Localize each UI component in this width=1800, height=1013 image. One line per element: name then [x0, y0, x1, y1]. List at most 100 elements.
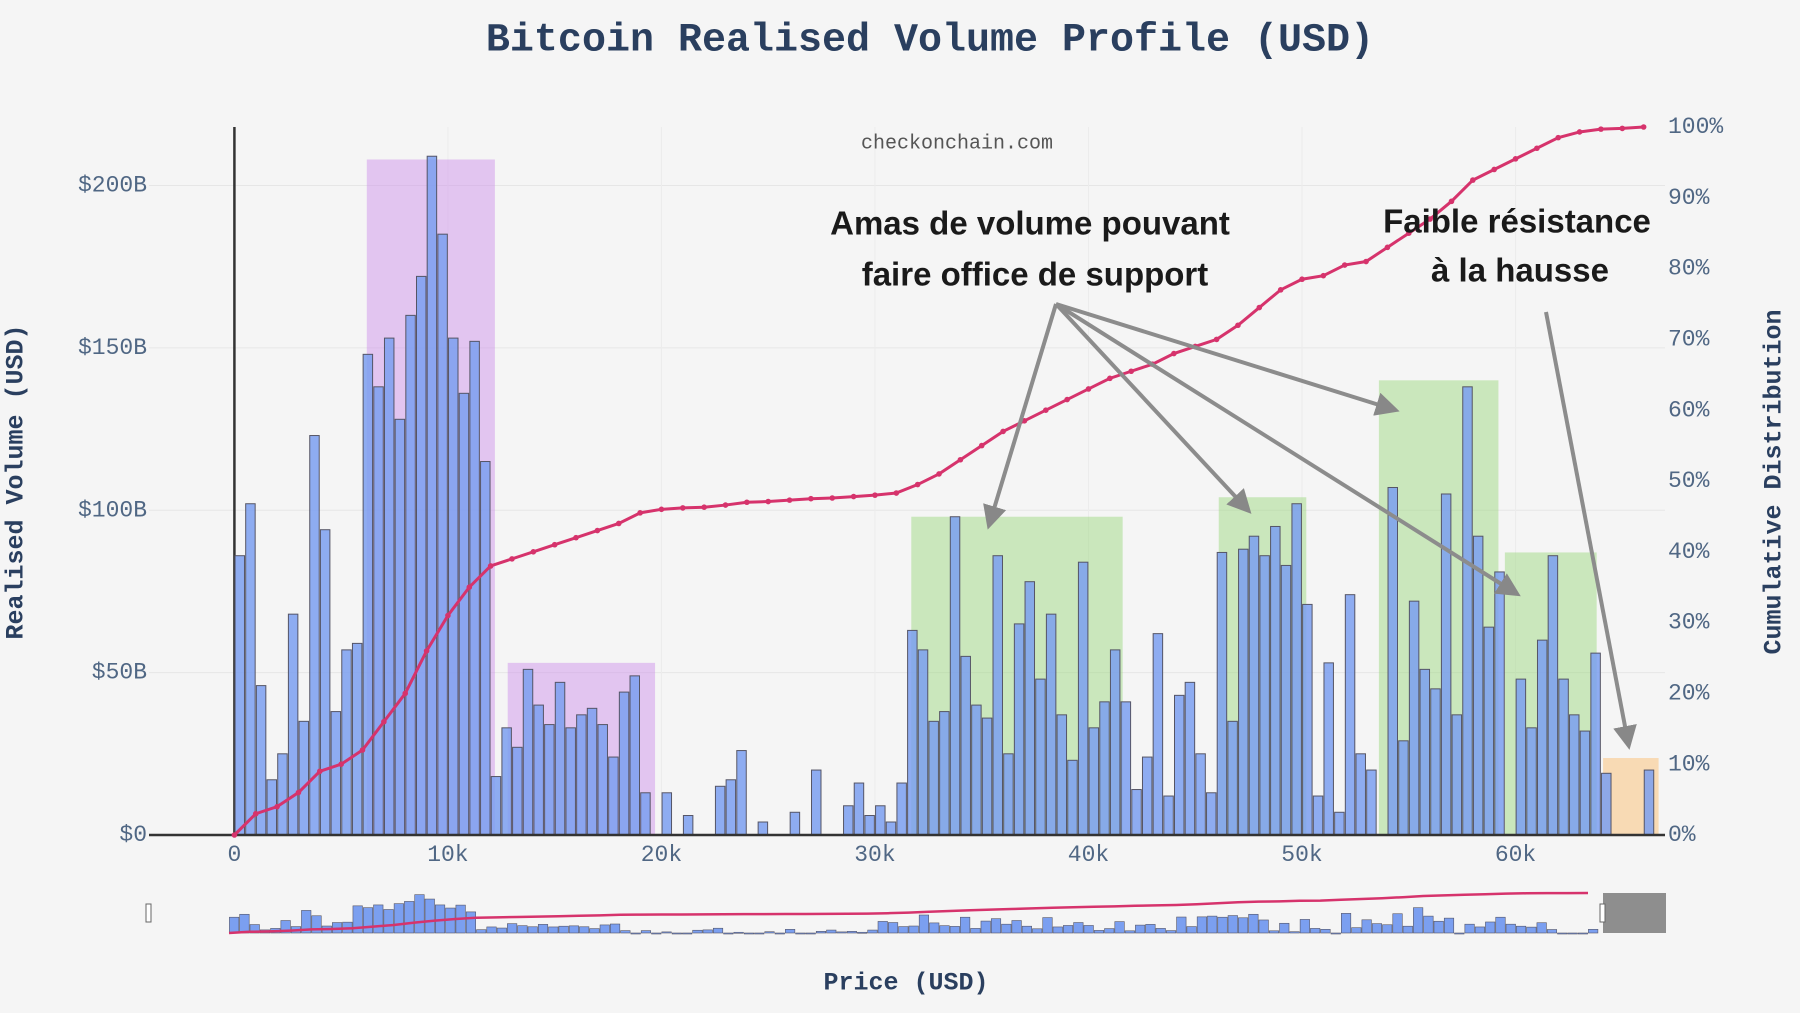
bar — [1472, 535, 1484, 836]
bar — [1547, 555, 1559, 836]
cumulative-point — [1576, 129, 1583, 135]
bar — [1355, 753, 1366, 836]
y2-tick-label: 0% — [1668, 822, 1696, 848]
cumulative-point — [615, 520, 622, 527]
cumulative-point — [1064, 396, 1070, 403]
bar — [1483, 626, 1495, 836]
slider-bar — [1433, 920, 1444, 934]
y-tick-label: $150B — [78, 335, 147, 361]
slider-bar — [1546, 929, 1558, 934]
bar — [554, 681, 566, 836]
watermark: checkonchain.com — [861, 132, 1053, 155]
bar — [885, 821, 897, 836]
bar — [608, 756, 619, 836]
bar — [1088, 727, 1100, 836]
cumulative-point — [530, 549, 537, 555]
cumulative-point — [317, 768, 323, 775]
slider-bar — [815, 931, 827, 934]
y-tick-label: $200B — [78, 173, 147, 199]
cumulative-point — [1085, 386, 1092, 392]
slider-bar — [712, 927, 724, 934]
bar — [1174, 694, 1185, 836]
slider-bar — [651, 932, 662, 935]
slider-bar — [1104, 928, 1115, 934]
cumulative-point — [1619, 125, 1626, 132]
slider-bar — [537, 924, 549, 934]
slider-bar — [414, 894, 425, 934]
y2-tick-label: 50% — [1668, 468, 1710, 494]
slider-bar — [857, 931, 868, 934]
slider-bar — [1423, 915, 1434, 934]
cumulative-point — [1107, 375, 1113, 382]
bar — [1067, 759, 1078, 836]
slider-bar — [805, 932, 816, 935]
slider-bar — [486, 926, 497, 934]
bar — [512, 746, 523, 836]
slider-bar — [1032, 928, 1043, 934]
bar — [971, 704, 982, 836]
bar — [811, 769, 822, 836]
slider-bar — [239, 913, 250, 934]
slider-bar — [1186, 926, 1197, 934]
slider-bar — [630, 932, 641, 935]
slider-bar — [229, 916, 240, 934]
cumulative-point — [466, 584, 473, 590]
slider-handle[interactable] — [1599, 903, 1606, 923]
bar — [1045, 613, 1057, 836]
slider-bar — [1320, 929, 1331, 934]
slider-bar — [970, 928, 981, 934]
slider-bar — [1413, 907, 1424, 934]
y2-tick-label: 40% — [1668, 539, 1710, 565]
slider-bar — [929, 922, 940, 934]
x-axis-label: Price (USD) — [823, 969, 988, 998]
slider-bar — [682, 932, 693, 935]
slider-mask — [1603, 893, 1666, 933]
cumulative-point — [1000, 428, 1006, 435]
bar — [245, 503, 256, 836]
y2-tick-label: 80% — [1668, 256, 1710, 282]
bar — [1077, 561, 1089, 836]
bar — [544, 724, 555, 836]
bar — [714, 785, 726, 836]
slider-bar — [826, 929, 837, 934]
slider-bar — [1392, 913, 1403, 934]
bar — [725, 779, 737, 836]
bar — [330, 711, 342, 836]
bar — [405, 314, 416, 836]
cumulative-point — [872, 492, 878, 498]
slider-bar — [373, 904, 384, 934]
y2-tick-label: 100% — [1668, 114, 1723, 140]
cumulative-point — [1128, 368, 1134, 375]
slider-bar — [1155, 928, 1166, 934]
slider-bar — [1011, 920, 1022, 934]
cumulative-point — [1341, 262, 1348, 268]
cumulative-point — [274, 803, 280, 810]
bar — [1024, 581, 1036, 836]
x-tick-label: 40k — [1068, 842, 1109, 868]
bar — [1227, 720, 1238, 836]
bar — [1569, 714, 1580, 836]
cumulative-point — [359, 747, 366, 753]
bar — [351, 642, 363, 836]
slider-bar — [1536, 922, 1547, 934]
bar — [1387, 486, 1398, 836]
bar — [1035, 678, 1046, 836]
bar — [1526, 727, 1537, 836]
slider-bar — [1083, 925, 1094, 934]
slider-bar — [785, 929, 796, 934]
cumulative-point — [1598, 126, 1604, 132]
cumulative-point — [509, 556, 515, 562]
cumulative-point — [423, 648, 430, 654]
slider-bar — [1402, 925, 1413, 934]
bar — [416, 275, 427, 836]
slider-handle[interactable] — [145, 903, 152, 923]
cumulative-point — [295, 789, 302, 796]
cumulative-point — [1277, 287, 1284, 293]
slider-bar — [1495, 916, 1506, 934]
cumulative-point — [594, 527, 601, 534]
slider-bar — [980, 920, 991, 934]
slider-bar — [1093, 930, 1105, 934]
x-tick-label: 10k — [427, 842, 468, 868]
bar — [1323, 662, 1334, 836]
cumulative-point — [722, 502, 729, 508]
